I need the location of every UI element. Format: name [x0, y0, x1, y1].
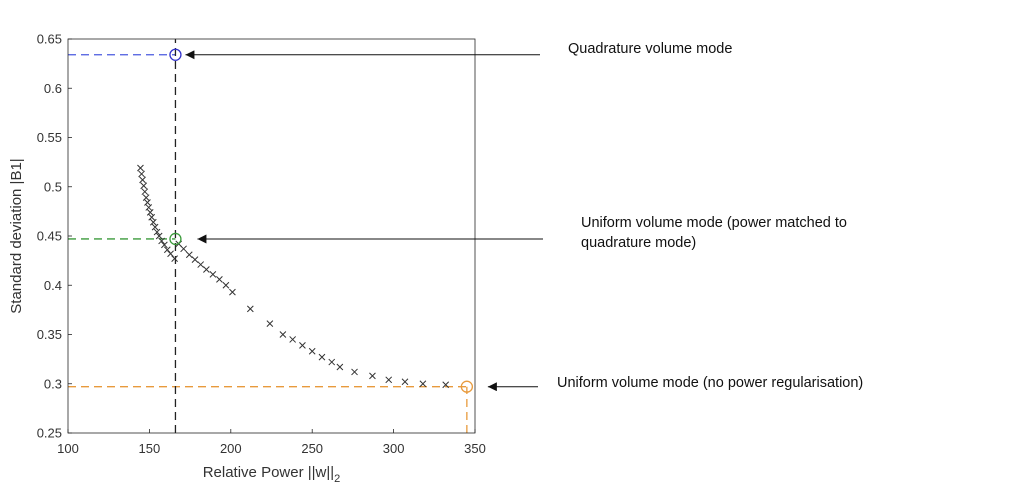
x-tick-label: 100 — [57, 441, 79, 456]
y-axis-label: Standard deviation |B1| — [8, 158, 25, 313]
x-axis-label-main: Relative Power ||w|| — [203, 464, 334, 481]
data-point-x-marker — [191, 256, 199, 263]
data-point-x-marker — [385, 376, 393, 384]
y-tick-label: 0.6 — [44, 81, 62, 96]
data-point-x-marker — [419, 380, 427, 388]
data-point-x-marker — [229, 288, 236, 296]
y-axis: 0.25 0.3 0.35 0.4 0.45 0.5 0.55 0.6 0.65 — [37, 32, 72, 441]
y-tick-label: 0.4 — [44, 278, 62, 293]
data-point-x-marker — [197, 261, 205, 268]
data-point-x-marker — [289, 336, 297, 343]
x-tick-label: 300 — [383, 441, 405, 456]
data-point-x-marker — [216, 275, 223, 283]
data-point-x-marker — [138, 170, 145, 178]
y-tick-label: 0.55 — [37, 130, 62, 145]
y-tick-label: 0.3 — [44, 376, 62, 391]
data-point-x-marker — [140, 182, 148, 190]
pareto-series — [137, 164, 450, 389]
data-point-x-marker — [401, 378, 409, 386]
x-axis: 100 150 200 250 300 350 — [57, 429, 486, 456]
x-axis-label: Relative Power ||w||2 — [203, 464, 341, 485]
data-point-x-marker — [144, 199, 151, 206]
data-point-x-marker — [318, 353, 326, 361]
y-tick-label: 0.25 — [37, 426, 62, 441]
data-point-x-marker — [149, 218, 157, 226]
data-point-x-marker — [146, 209, 154, 216]
data-point-x-marker — [336, 363, 344, 371]
y-tick-label: 0.35 — [37, 327, 62, 342]
annotation-text-1: Quadrature volume mode — [568, 41, 732, 57]
data-point-x-marker — [279, 331, 287, 338]
data-point-x-marker — [153, 228, 161, 236]
data-point-x-marker — [142, 194, 150, 201]
data-point-x-marker — [145, 204, 153, 211]
data-point-x-marker — [266, 320, 274, 328]
data-point-x-marker — [299, 341, 306, 349]
plot-area-frame — [67, 38, 476, 434]
x-tick-label: 250 — [301, 441, 323, 456]
y-tick-label: 0.45 — [37, 229, 62, 244]
data-point-x-marker — [151, 223, 159, 231]
data-point-x-marker — [148, 213, 156, 221]
y-tick-label: 0.65 — [37, 32, 62, 47]
data-point-x-marker — [155, 232, 163, 240]
data-point-x-marker — [141, 188, 149, 196]
data-point-x-marker — [139, 176, 146, 184]
data-point-x-marker — [158, 237, 165, 245]
data-point-x-marker — [209, 271, 217, 278]
highlighted-point-2 — [169, 232, 182, 246]
data-point-x-marker — [328, 358, 336, 366]
data-point-x-marker — [137, 164, 144, 172]
data-point-x-marker — [203, 266, 210, 273]
data-point-x-marker — [180, 245, 187, 253]
data-point-x-marker — [222, 281, 230, 289]
data-point-x-marker — [246, 305, 254, 313]
y-tick-label: 0.5 — [44, 179, 62, 194]
data-point-x-marker — [167, 250, 174, 258]
annotations: Quadrature volume mode Uniform volume mod… — [185, 41, 863, 392]
reference-lines — [68, 39, 468, 433]
highlighted-point-1 — [169, 48, 182, 61]
annotation-text-2: Uniform volume mode (power matched to — [581, 215, 847, 231]
highlighted-points — [169, 48, 474, 393]
x-tick-label: 200 — [220, 441, 242, 456]
annotation-text-3: Uniform volume mode (no power regularisa… — [557, 375, 863, 391]
data-point-x-marker — [369, 372, 376, 380]
highlighted-point-3 — [460, 380, 474, 393]
data-point-x-marker — [442, 381, 450, 389]
data-point-x-marker — [161, 241, 168, 249]
x-tick-label: 350 — [464, 441, 486, 456]
data-point-x-marker — [171, 255, 178, 263]
x-tick-label: 150 — [139, 441, 161, 456]
data-point-x-marker — [351, 368, 358, 376]
data-point-x-marker — [185, 251, 193, 259]
data-point-x-marker — [308, 347, 316, 355]
x-axis-label-subscript: 2 — [334, 473, 340, 485]
annotation-text-2: quadrature mode) — [581, 235, 696, 251]
